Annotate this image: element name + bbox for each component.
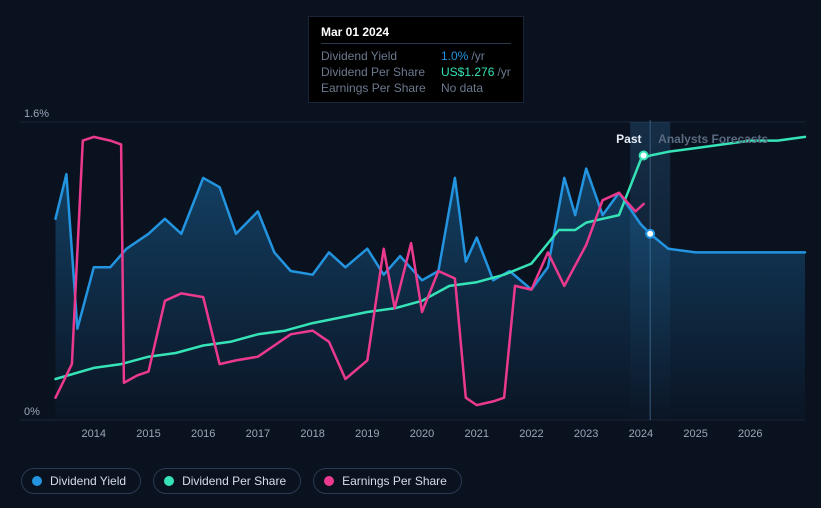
legend-label: Dividend Per Share [182, 474, 286, 488]
x-tick-label: 2015 [136, 428, 160, 440]
tooltip-value: 1.0% [441, 49, 468, 63]
legend-swatch [32, 476, 42, 486]
tooltip-row: Dividend Per ShareUS$1.276/yr [321, 64, 511, 80]
tooltip-suffix: /yr [497, 65, 510, 79]
legend-swatch [324, 476, 334, 486]
legend-label: Dividend Yield [50, 474, 126, 488]
legend-item[interactable]: Dividend Per Share [153, 468, 301, 494]
marker-dividend_per_share [640, 152, 648, 160]
tooltip-value: US$1.276 [441, 65, 494, 79]
x-tick-label: 2024 [629, 428, 653, 440]
past-label: Past [616, 132, 641, 146]
chart-tooltip: Mar 01 2024 Dividend Yield1.0%/yrDividen… [308, 16, 524, 103]
x-tick-label: 2018 [300, 428, 324, 440]
tooltip-row: Dividend Yield1.0%/yr [321, 48, 511, 64]
x-tick-label: 2023 [574, 428, 598, 440]
tooltip-value: No data [441, 81, 483, 95]
forecast-label: Analysts Forecasts [658, 132, 768, 146]
x-tick-label: 2022 [519, 428, 543, 440]
y-axis-max-label: 1.6% [24, 108, 49, 120]
y-axis-min-label: 0% [24, 406, 40, 418]
x-tick-label: 2017 [246, 428, 270, 440]
tooltip-label: Dividend Yield [321, 49, 441, 63]
legend-item[interactable]: Dividend Yield [21, 468, 141, 494]
x-tick-label: 2016 [191, 428, 215, 440]
legend-item[interactable]: Earnings Per Share [313, 468, 462, 494]
x-tick-label: 2026 [738, 428, 762, 440]
tooltip-row: Earnings Per ShareNo data [321, 80, 511, 96]
marker-dividend_yield [646, 230, 654, 238]
x-tick-label: 2014 [82, 428, 106, 440]
legend-swatch [164, 476, 174, 486]
tooltip-label: Earnings Per Share [321, 81, 441, 95]
chart-legend: Dividend Yield Dividend Per Share Earnings… [21, 468, 462, 494]
x-tick-label: 2020 [410, 428, 434, 440]
tooltip-suffix: /yr [471, 49, 484, 63]
dividend-chart: 1.6% 0% 2014 2015 2016 2017 2018 2019 2020 2021… [0, 0, 821, 508]
legend-label: Earnings Per Share [342, 474, 447, 488]
tooltip-label: Dividend Per Share [321, 65, 441, 79]
x-tick-label: 2025 [683, 428, 707, 440]
tooltip-date: Mar 01 2024 [321, 25, 511, 44]
x-tick-label: 2019 [355, 428, 379, 440]
x-tick-label: 2021 [464, 428, 488, 440]
